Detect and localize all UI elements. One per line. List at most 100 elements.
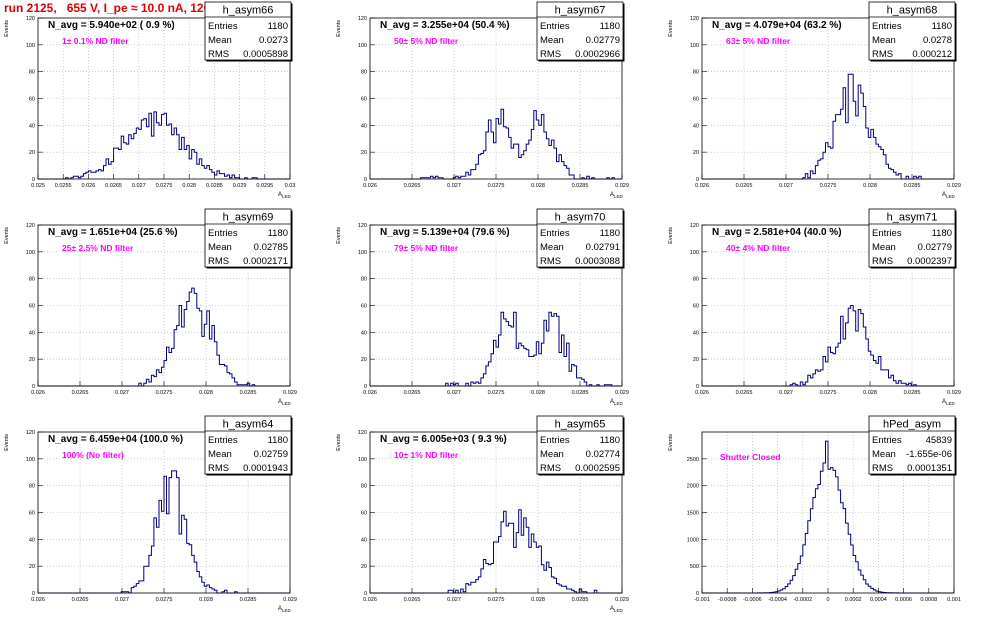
stats-value: 0.0003088 bbox=[575, 256, 620, 267]
x-tick-label: 0.0275 bbox=[488, 597, 505, 603]
x-tick-label: 0.028 bbox=[863, 183, 877, 189]
x-tick-label: 0.029 bbox=[615, 597, 629, 603]
stats-box bbox=[536, 208, 624, 268]
x-tick-label: 0.026 bbox=[363, 183, 377, 189]
y-tick-label: 60 bbox=[693, 304, 699, 310]
y-tick-label: 80 bbox=[361, 277, 367, 283]
y-tick-label: 60 bbox=[29, 511, 35, 517]
x-tick-label: 0.0275 bbox=[156, 597, 173, 603]
x-axis-label: ALED bbox=[610, 606, 624, 613]
stats-box-title: h_asym67 bbox=[555, 5, 606, 17]
stats-box bbox=[868, 415, 956, 475]
x-tick-label: 0.029 bbox=[615, 390, 629, 396]
stats-label: RMS bbox=[872, 463, 893, 474]
x-tick-label: 0.0295 bbox=[256, 183, 273, 189]
x-tick-label: 0.0255 bbox=[55, 183, 72, 189]
stats-value: 1180 bbox=[600, 21, 620, 32]
x-tick-label: 0.0004 bbox=[870, 597, 887, 603]
x-tick-label: 0.027 bbox=[132, 183, 146, 189]
x-tick-label: 0.0265 bbox=[404, 183, 421, 189]
stats-value: 1180 bbox=[268, 228, 288, 239]
y-tick-label: 40 bbox=[29, 330, 35, 336]
stats-value: 1180 bbox=[268, 435, 288, 446]
stats-value: 1180 bbox=[932, 21, 952, 32]
y-tick-label: 0 bbox=[32, 384, 35, 390]
y-tick-label: 60 bbox=[361, 511, 367, 517]
y-tick-label: 120 bbox=[690, 223, 699, 229]
x-tick-label: 0.029 bbox=[283, 390, 297, 396]
histogram-pad-h_asym65: 0.026 0.0265 0.027 0.0275 0.028 0.0285 0.029 0 2… bbox=[336, 415, 629, 613]
x-tick-label: 0.027 bbox=[447, 183, 461, 189]
filter-note: 40± 4% ND filter bbox=[726, 243, 791, 253]
y-tick-label: 40 bbox=[361, 537, 367, 543]
y-tick-label: 120 bbox=[26, 430, 35, 436]
stats-label: Entries bbox=[872, 228, 902, 239]
y-tick-label: 20 bbox=[29, 564, 35, 570]
x-tick-label: 0.0275 bbox=[820, 390, 837, 396]
stats-label: Entries bbox=[208, 21, 238, 32]
x-axis-label: ALED bbox=[610, 399, 624, 406]
stats-label: Entries bbox=[208, 435, 238, 446]
x-tick-label: 0.0265 bbox=[736, 390, 753, 396]
stats-value: 0.0002966 bbox=[575, 49, 620, 60]
y-tick-label: 100 bbox=[690, 43, 699, 49]
stats-value: 1180 bbox=[932, 228, 952, 239]
y-tick-label: 80 bbox=[693, 70, 699, 76]
y-axis-label: Events bbox=[4, 20, 10, 37]
y-tick-label: 120 bbox=[358, 16, 367, 22]
filter-note: 50± 5% ND filter bbox=[394, 36, 459, 46]
x-tick-label: 0.027 bbox=[779, 183, 793, 189]
stats-value: 0.0002595 bbox=[575, 463, 620, 474]
x-tick-label: -0.0006 bbox=[743, 597, 762, 603]
histogram-pad-h_asym68: 0.026 0.0265 0.027 0.0275 0.028 0.0285 0.029 0 2… bbox=[668, 1, 961, 199]
y-tick-label: 60 bbox=[693, 97, 699, 103]
x-tick-label: 0 bbox=[826, 597, 829, 603]
y-tick-label: 80 bbox=[361, 70, 367, 76]
stats-value: 1180 bbox=[600, 228, 620, 239]
stats-box bbox=[536, 1, 624, 61]
stats-value: 0.0001351 bbox=[907, 463, 952, 474]
y-tick-label: 20 bbox=[693, 357, 699, 363]
y-axis-label: Events bbox=[668, 227, 674, 244]
x-tick-label: 0.0006 bbox=[895, 597, 912, 603]
x-tick-label: 0.027 bbox=[447, 597, 461, 603]
x-tick-label: 0.026 bbox=[31, 597, 45, 603]
filter-note: 1± 0.1% ND filter bbox=[62, 36, 129, 46]
y-tick-label: 40 bbox=[29, 537, 35, 543]
x-tick-label: 0.026 bbox=[82, 183, 96, 189]
x-tick-label: 0.0275 bbox=[488, 183, 505, 189]
y-axis-label: Events bbox=[336, 434, 342, 451]
stats-label: Entries bbox=[540, 228, 570, 239]
y-tick-label: 100 bbox=[358, 43, 367, 49]
y-tick-label: 80 bbox=[29, 277, 35, 283]
y-tick-label: 20 bbox=[361, 150, 367, 156]
naverage-header: N_avg = 6.005e+03 ( 9.3 %) bbox=[380, 434, 507, 445]
x-tick-label: 0.026 bbox=[695, 183, 709, 189]
x-tick-label: 0.028 bbox=[199, 597, 213, 603]
y-tick-label: 20 bbox=[361, 564, 367, 570]
x-tick-label: 0.026 bbox=[363, 597, 377, 603]
histogram-series-h_asym66 bbox=[38, 111, 290, 180]
x-tick-label: 0.0265 bbox=[105, 183, 122, 189]
x-tick-label: 0.029 bbox=[947, 390, 961, 396]
stats-value: 0.000212 bbox=[912, 49, 952, 60]
naverage-header: N_avg = 2.581e+04 (40.0 %) bbox=[712, 227, 842, 238]
stats-label: Mean bbox=[872, 242, 896, 253]
stats-value: 45839 bbox=[926, 435, 952, 446]
x-tick-label: 0.0275 bbox=[156, 390, 173, 396]
x-axis-label: ALED bbox=[278, 606, 292, 613]
x-tick-label: 0.0275 bbox=[820, 183, 837, 189]
x-tick-label: 0.0285 bbox=[572, 390, 589, 396]
x-axis-label: ALED bbox=[278, 399, 292, 406]
x-tick-label: 0.0285 bbox=[206, 183, 223, 189]
y-tick-label: 0 bbox=[364, 384, 367, 390]
x-axis-label: ALED bbox=[278, 192, 292, 199]
x-tick-label: 0.028 bbox=[531, 597, 545, 603]
y-tick-label: 40 bbox=[693, 330, 699, 336]
stats-label: Mean bbox=[208, 242, 232, 253]
stats-box bbox=[204, 208, 292, 268]
stats-value: 0.0278 bbox=[923, 35, 952, 46]
stats-box-title: h_asym68 bbox=[887, 5, 938, 17]
histogram-pad-h_asym64: 0.026 0.0265 0.027 0.0275 0.028 0.0285 0.029 0 2… bbox=[4, 415, 297, 613]
